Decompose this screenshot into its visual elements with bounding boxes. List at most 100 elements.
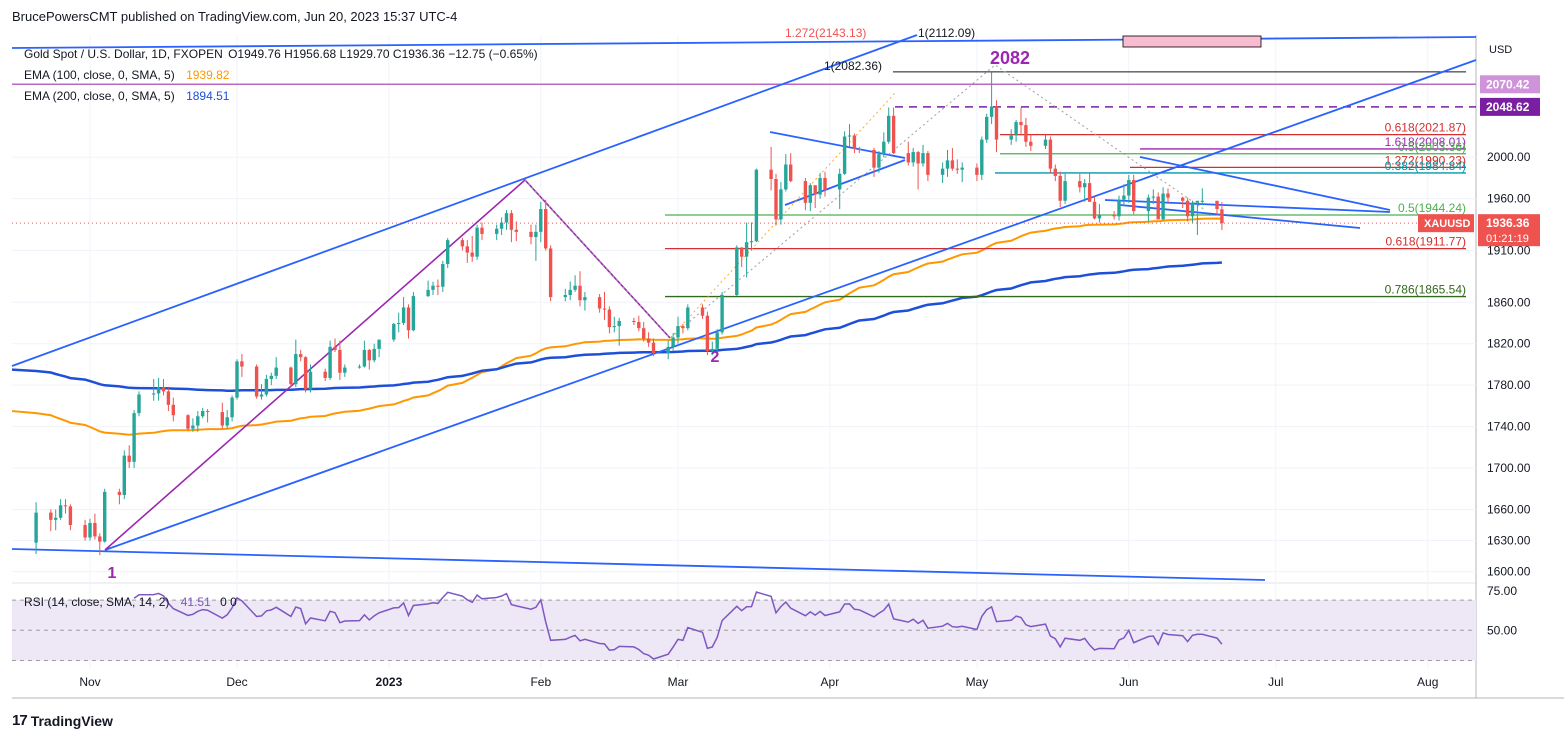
rsi-line	[133, 591, 1223, 660]
candle-body	[470, 252, 474, 257]
candle-body	[784, 164, 788, 190]
time-tick-label: Mar	[668, 675, 689, 689]
candle-body	[715, 332, 719, 349]
fib-level-label: 1.272(1990.23)	[1385, 153, 1466, 167]
legend-symbol: Gold Spot / U.S. Dollar, 1D, FXOPEN	[24, 47, 223, 61]
candle-body	[1122, 195, 1126, 200]
candle-body	[1092, 201, 1097, 219]
fib-level-label: 0.618(2021.87)	[1385, 121, 1466, 135]
candle-body	[225, 417, 229, 426]
candle-body	[882, 141, 886, 155]
candle-body	[887, 115, 891, 142]
candle-body	[103, 491, 107, 542]
candle-body	[872, 149, 876, 168]
time-tick-label: Feb	[530, 675, 551, 689]
wave-projection-dotted	[524, 64, 1206, 339]
time-tick-label: Apr	[821, 675, 840, 689]
last-symbol-label: XAUUSD	[1424, 218, 1471, 230]
candle-body	[411, 296, 416, 331]
candle-body	[578, 285, 582, 301]
candle-body	[1166, 193, 1170, 198]
candle-body	[808, 185, 812, 203]
candle-body	[906, 153, 910, 163]
trendline	[1139, 156, 1391, 211]
candle-body	[333, 346, 337, 350]
candle-body	[1200, 200, 1204, 202]
candle-body	[940, 168, 945, 175]
last-symbol-tag	[1418, 214, 1474, 233]
candle-body	[264, 378, 269, 395]
candle-body	[401, 307, 406, 324]
candle-body	[529, 231, 533, 238]
time-tick-label: May	[966, 675, 989, 689]
candle-body	[372, 348, 376, 361]
candle-body	[357, 366, 362, 368]
candle-body	[338, 349, 342, 373]
candle-body	[406, 307, 411, 331]
candle-body	[568, 289, 572, 296]
candle-body	[397, 323, 401, 325]
candle-body	[426, 289, 430, 297]
tradingview-logo[interactable]: 17 TradingView	[12, 712, 113, 729]
candle-body	[127, 455, 131, 462]
legend-rsi-extra: 0 0	[220, 595, 237, 609]
candle-body	[877, 154, 881, 168]
candle-body	[857, 148, 861, 150]
candle-body	[392, 324, 396, 340]
candle-body	[1185, 200, 1190, 217]
price-tag-bg	[1480, 75, 1540, 94]
candle-body	[156, 387, 161, 394]
candle-body	[441, 263, 445, 287]
price-tick-label: 1630.00	[1487, 534, 1531, 548]
candle-body	[98, 536, 102, 542]
candle-body	[1019, 122, 1023, 126]
candle-body	[132, 413, 136, 462]
candle-body	[137, 394, 141, 414]
last-price-tag	[1478, 214, 1540, 247]
candle-body	[563, 295, 567, 298]
candle-body	[240, 361, 244, 367]
price-tick-label: 1860.00	[1487, 295, 1531, 309]
trendline	[1119, 204, 1361, 229]
candle-body	[1024, 125, 1028, 142]
annotation-wave-1: 1	[108, 565, 117, 582]
candle-body	[1009, 135, 1013, 140]
candle-body	[1181, 197, 1185, 201]
candle-body	[88, 522, 92, 538]
candle-body	[955, 168, 959, 170]
candle-body	[480, 227, 484, 234]
candle-body	[465, 246, 469, 253]
price-tick-label: 1740.00	[1487, 420, 1531, 434]
candle-body	[818, 177, 822, 195]
candle-body	[1058, 175, 1062, 201]
candle-body	[945, 160, 950, 169]
last-price-label: 1936.36	[1486, 216, 1530, 230]
candle-body	[989, 106, 994, 117]
legend-ema100-label: EMA (100, close, 0, SMA, 5)	[24, 68, 175, 82]
trendline	[104, 59, 1477, 551]
candle-body	[436, 285, 440, 287]
legend-ema100-row: EMA (100, close, 0, SMA, 5) 1939.82	[24, 68, 231, 82]
candle-body	[539, 209, 543, 232]
candle-body	[499, 222, 504, 229]
candle-body	[49, 512, 53, 520]
candle-body	[985, 116, 989, 140]
candle-body	[1087, 183, 1092, 202]
price-tick-label: 1910.00	[1487, 243, 1531, 257]
annotation-peak: 2082	[990, 48, 1030, 68]
candle-body	[34, 512, 38, 543]
time-tick-label: Dec	[226, 675, 247, 689]
candle-body	[475, 227, 479, 257]
trendline	[11, 34, 918, 367]
candle-body	[328, 346, 332, 378]
candle-body	[926, 153, 930, 175]
price-tick-label: 1700.00	[1487, 461, 1531, 475]
annotation-fib-ext-1272: 1.272(2143.13)	[785, 26, 866, 40]
candle-body	[289, 367, 293, 385]
legend-rsi-row: RSI (14, close, SMA, 14, 2) 41.51 0 0	[24, 595, 239, 609]
trendline	[11, 548, 1266, 581]
price-tick-label: 1600.00	[1487, 565, 1531, 579]
candle-body	[754, 169, 759, 242]
fib-level-label: 1.618(2008.01)	[1385, 135, 1466, 149]
